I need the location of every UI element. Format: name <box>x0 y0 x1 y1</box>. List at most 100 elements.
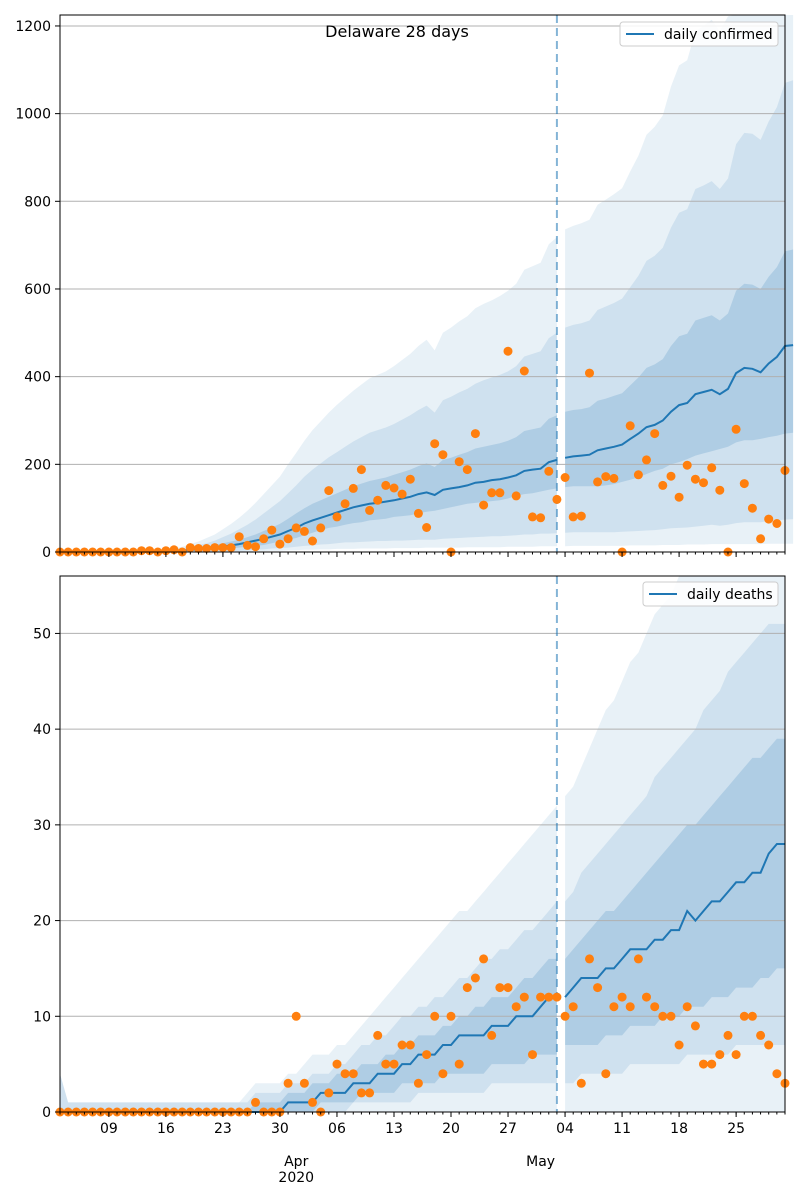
y-tick-label: 20 <box>33 914 51 930</box>
observed-point <box>715 485 725 495</box>
band-25-75-history <box>60 958 557 1112</box>
observed-point <box>707 463 717 473</box>
observed-point <box>259 534 269 544</box>
observed-point <box>422 523 432 532</box>
observed-point <box>234 532 244 542</box>
observed-point <box>609 473 619 483</box>
observed-point <box>405 1040 415 1050</box>
observed-point <box>666 471 676 481</box>
x-tick-label: 16 <box>157 1121 175 1137</box>
observed-point <box>552 992 562 1002</box>
deaths-panel: 0 10 20 30 40 50 09 16 23 30 06 13 20 27 04 11 18 25 dai… <box>33 575 790 1186</box>
observed-point <box>707 1059 717 1069</box>
observed-point <box>299 1078 309 1088</box>
deaths-axes-frame <box>59 575 786 1113</box>
observed-point <box>699 478 708 488</box>
observed-point <box>650 1002 660 1012</box>
band-5-95-history <box>60 901 557 1112</box>
observed-point <box>576 1078 586 1088</box>
y-tick-label: 800 <box>24 194 51 210</box>
observed-point <box>666 1011 676 1021</box>
observed-point <box>764 514 774 524</box>
observed-point <box>715 1050 725 1060</box>
observed-point <box>454 1059 464 1069</box>
observed-point <box>430 1011 440 1021</box>
band-5-95-forecast <box>565 80 794 533</box>
observed-point <box>413 1078 423 1088</box>
observed-point <box>495 983 505 993</box>
observed-point <box>324 1088 334 1098</box>
observed-point <box>267 525 277 535</box>
observed-point <box>633 470 643 480</box>
band-25-75-forecast <box>565 738 785 1045</box>
observed-point <box>544 992 554 1002</box>
observed-point <box>299 526 309 536</box>
observed-point <box>503 983 513 993</box>
y-tick-label: 0 <box>42 1105 51 1121</box>
observed-point <box>356 465 366 475</box>
band-5-95-forecast <box>565 623 785 1084</box>
observed-point <box>218 543 228 553</box>
confirmed-panel: 0 200 400 600 800 1000 1200 Delaware 28 days d… <box>15 14 794 561</box>
observed-point <box>405 474 415 484</box>
x-tick-label: 18 <box>670 1121 688 1137</box>
legend-label-confirmed: daily confirmed <box>664 27 773 43</box>
x-tick-label: 25 <box>727 1121 745 1137</box>
confirmed-bands <box>60 15 794 553</box>
deaths-legend: daily deaths <box>642 581 779 607</box>
observed-point <box>511 1002 521 1012</box>
observed-point <box>389 1059 399 1069</box>
observed-point <box>495 488 505 498</box>
observed-point <box>536 992 546 1002</box>
observed-point <box>422 1050 432 1060</box>
observed-point <box>145 546 155 556</box>
observed-point <box>242 540 252 550</box>
band-1-99-history <box>60 805 557 1112</box>
x-tick-label: 11 <box>613 1121 631 1137</box>
confirmed-y-axis: 0 200 400 600 800 1000 1200 <box>15 19 60 561</box>
y-tick-label: 400 <box>24 370 51 386</box>
x-tick-label: 27 <box>499 1121 517 1137</box>
observed-point <box>560 473 570 482</box>
observed-point <box>479 954 489 964</box>
y-tick-label: 10 <box>33 1009 51 1025</box>
y-tick-label: 200 <box>24 457 51 473</box>
observed-point <box>356 1088 366 1098</box>
observed-point <box>161 546 171 556</box>
observed-point <box>308 536 317 546</box>
observed-point <box>283 1078 293 1088</box>
legend-label-deaths: daily deaths <box>687 587 773 603</box>
observed-point <box>625 421 635 431</box>
observed-point <box>528 512 537 522</box>
observed-point <box>462 983 472 993</box>
x-tick-label: 23 <box>214 1121 232 1137</box>
observed-point <box>340 1069 350 1079</box>
legend-box <box>619 21 779 47</box>
observed-point <box>658 480 668 490</box>
observed-point <box>185 543 195 553</box>
observed-point <box>373 1030 383 1040</box>
observed-point <box>373 495 383 505</box>
observed-point <box>747 1011 757 1021</box>
observed-point <box>137 546 146 556</box>
observed-point <box>332 1059 342 1069</box>
observed-point <box>251 542 260 552</box>
confirmed-observed-points <box>55 346 790 557</box>
observed-point <box>585 368 594 378</box>
observed-point <box>340 499 350 509</box>
band-25-75-history <box>60 415 557 552</box>
deaths-y-axis: 0 10 20 30 40 50 <box>33 626 60 1121</box>
observed-point <box>291 1011 301 1021</box>
observed-point <box>365 505 375 515</box>
observed-point <box>413 508 423 518</box>
model-line-forecast <box>564 344 794 459</box>
y-tick-label: 600 <box>24 282 51 298</box>
observed-point <box>397 1040 407 1050</box>
observed-point <box>690 1021 700 1031</box>
observed-point <box>536 513 546 523</box>
observed-point <box>690 474 700 484</box>
deaths-bands <box>60 576 785 1112</box>
observed-point <box>642 992 651 1002</box>
observed-point <box>544 466 554 476</box>
